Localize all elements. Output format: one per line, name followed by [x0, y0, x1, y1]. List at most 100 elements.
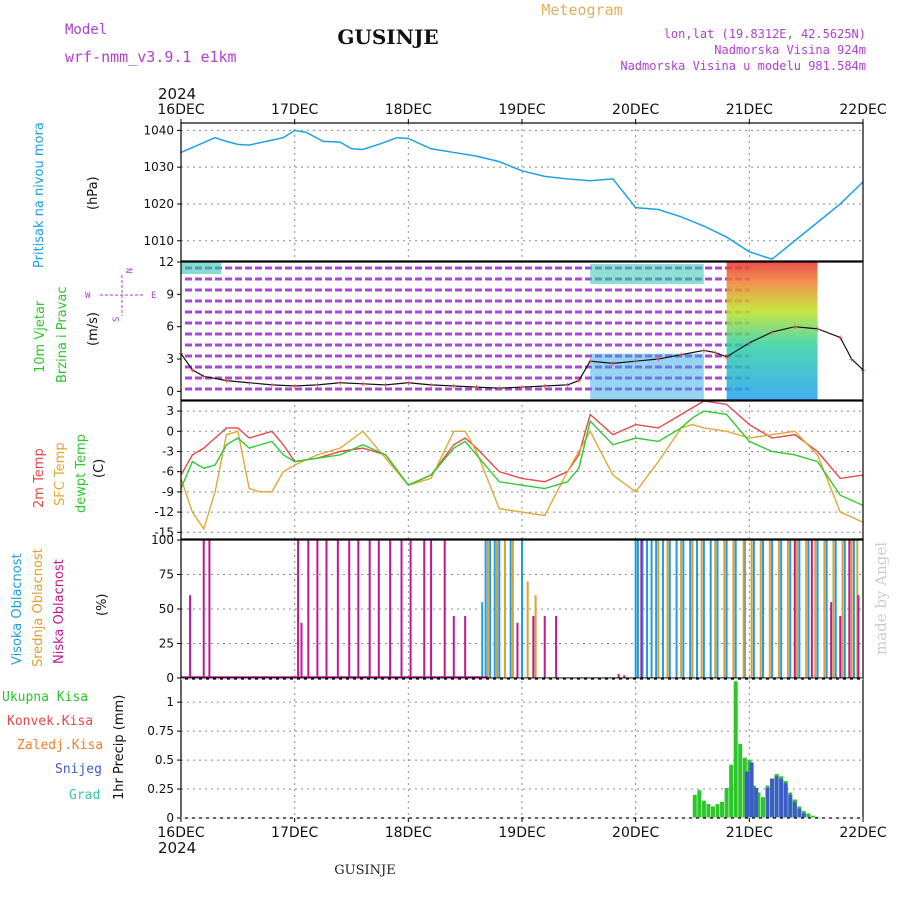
cloud-low-bar	[336, 540, 339, 678]
temp-sfc-label: SFC Temp	[53, 442, 68, 506]
cloud-low-bar	[423, 540, 426, 678]
precip-total-bar	[760, 797, 765, 818]
precip-snow-bar	[765, 787, 770, 818]
precip-total-bar	[701, 800, 706, 818]
pressure-title: Pritisak na nivou mora	[32, 122, 47, 268]
wind-gust-marker: +	[849, 355, 855, 365]
cloud-low-bar	[793, 540, 796, 678]
cloud-high-bar	[807, 540, 810, 678]
cloud-high-bar	[716, 540, 719, 678]
cloud-mid-bar	[832, 540, 835, 678]
grid-lines	[181, 123, 863, 818]
cloud-low-bar	[617, 673, 620, 678]
wind-gust-marker: +	[838, 333, 844, 343]
x-tick-top: 22DEC	[839, 102, 886, 118]
cloud-low-bar	[555, 615, 558, 678]
wind-gust-marker: +	[269, 381, 275, 391]
wind-start-field	[181, 262, 221, 274]
wind-gust-marker: +	[656, 355, 662, 365]
cloud-high-bar	[634, 540, 637, 678]
wind-gust-marker: +	[519, 383, 525, 393]
cloud-low-bar	[830, 602, 833, 678]
cloud-low-bar	[839, 615, 842, 678]
precip-total-bar	[806, 813, 811, 818]
cloud-high-bar	[646, 540, 649, 678]
compass-s: S	[112, 317, 122, 322]
cloud-mid-bar	[814, 540, 817, 678]
wind-gust-marker: +	[747, 339, 753, 349]
precip-total-bar	[738, 743, 743, 818]
x-tick-bottom: 16DEC	[157, 825, 204, 841]
cloud-mid-bar	[486, 540, 489, 678]
cloud-low-bar	[400, 540, 403, 678]
cloud-mid-bar	[786, 540, 789, 678]
cloud-low-bar	[368, 540, 371, 678]
cloud-low-bar	[377, 540, 380, 678]
x-tick-bottom: 20DEC	[612, 825, 659, 841]
wind-strong-field	[726, 262, 818, 400]
wind-gust-marker: +	[701, 346, 707, 356]
x-tick-bottom: 19DEC	[498, 825, 545, 841]
footer-location: GUSINJE	[334, 863, 395, 878]
cloud-low-bar	[810, 540, 813, 678]
cloud-high-label: Visoka Oblacnost	[10, 553, 25, 665]
cloud-low-bar	[543, 615, 546, 678]
y-tick-label: -3	[162, 444, 174, 458]
cloud-high-bar	[696, 540, 699, 678]
compass-w: W	[85, 291, 91, 301]
y-tick-label: 6	[166, 320, 174, 334]
y-tick-label: 0	[166, 424, 174, 438]
cloud-high-bar	[834, 540, 837, 678]
x-tick-bottom: 21DEC	[726, 825, 773, 841]
precip-total-bar	[720, 801, 725, 818]
precip-freezing-label: Zaledj.Kisa	[17, 738, 103, 753]
wind-gust-marker: +	[451, 382, 457, 392]
cloud-high-bar	[825, 540, 828, 678]
x-tick-top: 16DEC	[157, 102, 204, 118]
cloud-high-bar	[725, 540, 728, 678]
elevation-label: Nadmorska Visina 924m	[714, 43, 866, 57]
wind-gust-marker: +	[678, 351, 684, 361]
precip-unit: 1hr Precip (mm)	[112, 695, 127, 800]
cloud-high-bar	[702, 540, 705, 678]
cloud-high-bar	[675, 540, 678, 678]
x-tick-top: 21DEC	[726, 102, 773, 118]
y-tick-label: 0	[166, 384, 174, 398]
cloud-high-bar	[780, 540, 783, 678]
cloud-mid-bar	[714, 540, 717, 678]
precip-total-bar	[724, 787, 729, 818]
wind-gust-marker: +	[497, 384, 503, 394]
wind-gust-marker: +	[587, 357, 593, 367]
cloud-mid-bar	[841, 540, 844, 678]
wind-teal-band	[590, 264, 704, 284]
wind-gust-marker: +	[713, 349, 719, 359]
cloud-low-bar	[430, 540, 433, 678]
y-tick-label: 1010	[143, 234, 174, 248]
cloud-low-bar	[857, 595, 860, 678]
cloud-mid-bar	[768, 540, 771, 678]
wind-gust-marker: +	[769, 328, 775, 338]
cloud-mid-bar	[805, 540, 808, 678]
precip-conv-label: Konvek.Kisa	[7, 714, 93, 729]
pressure-line	[180, 129, 864, 260]
cloud-high-bar	[481, 602, 484, 678]
y-tick-label: -15	[154, 525, 174, 539]
cloud-high-bar	[761, 540, 764, 678]
precip-total-bar	[706, 804, 711, 818]
precip-snow-bar	[783, 783, 788, 818]
cloud-high-bar	[798, 540, 801, 678]
data-series: +++ + + + + + + + + + + + + + + + + ++ + + + + + + ++++ ++++	[178, 129, 866, 818]
y-tick-label: 12	[159, 255, 174, 269]
y-tick-label: 0.5	[155, 753, 174, 767]
temp-frame	[180, 400, 864, 540]
year-bottom: 2024	[158, 839, 196, 857]
cloud-low-bar	[640, 540, 643, 678]
x-tick-top: 20DEC	[612, 102, 659, 118]
cloud-low-bar	[357, 540, 360, 678]
cloud-mid-label: Srednja Oblacnost	[31, 548, 46, 667]
temp-dew-label: dewpt Temp	[74, 434, 89, 513]
cloud-high-bar	[641, 540, 644, 678]
precip-total-bar	[710, 806, 715, 818]
cloud-mid-bar	[511, 540, 514, 678]
